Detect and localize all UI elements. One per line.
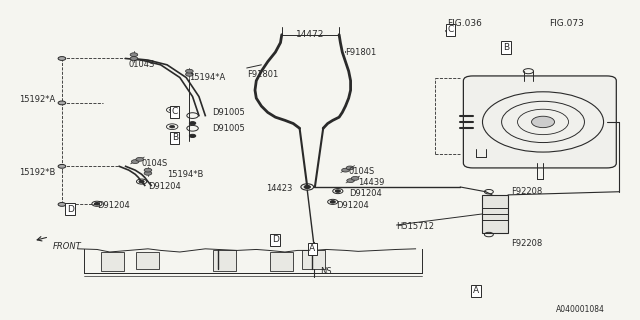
Circle shape (304, 185, 310, 188)
Bar (136, 252, 159, 269)
Text: 14423: 14423 (266, 184, 292, 193)
Bar (101, 252, 124, 271)
Circle shape (170, 125, 175, 128)
Circle shape (58, 203, 66, 206)
Text: C: C (172, 107, 178, 116)
Circle shape (186, 69, 193, 73)
Circle shape (144, 168, 152, 172)
Text: A040001084: A040001084 (556, 305, 605, 314)
Text: 15192*A: 15192*A (19, 95, 56, 104)
Circle shape (346, 166, 354, 170)
Text: F91801: F91801 (346, 48, 377, 57)
Text: A: A (473, 286, 479, 295)
Text: D91204: D91204 (148, 182, 180, 191)
Circle shape (136, 157, 143, 161)
Text: 14439: 14439 (358, 178, 385, 187)
Circle shape (130, 57, 138, 60)
Circle shape (58, 101, 66, 105)
Circle shape (144, 172, 152, 175)
Circle shape (58, 57, 66, 60)
Circle shape (131, 160, 139, 164)
Circle shape (130, 53, 138, 57)
Circle shape (330, 201, 335, 203)
Text: B: B (172, 133, 178, 142)
Circle shape (139, 180, 144, 183)
FancyBboxPatch shape (483, 195, 508, 233)
Circle shape (189, 134, 196, 138)
Text: FIG.073: FIG.073 (549, 19, 584, 28)
Bar (270, 252, 293, 271)
Circle shape (170, 108, 175, 111)
Text: F92208: F92208 (511, 239, 543, 248)
Text: 0104S: 0104S (129, 60, 155, 69)
Text: FRONT: FRONT (52, 242, 81, 251)
Circle shape (58, 164, 66, 168)
Text: 0104S: 0104S (349, 167, 375, 176)
Text: D91204: D91204 (349, 189, 381, 198)
Text: 15194*B: 15194*B (167, 170, 204, 179)
Text: D: D (67, 205, 74, 214)
Bar (302, 251, 325, 269)
Circle shape (186, 72, 193, 76)
Text: H515712: H515712 (396, 222, 435, 231)
FancyBboxPatch shape (463, 76, 616, 168)
Text: A: A (309, 244, 316, 253)
Text: 15192*B: 15192*B (19, 168, 56, 177)
Circle shape (95, 203, 100, 205)
Text: 14472: 14472 (296, 30, 324, 39)
Circle shape (189, 122, 196, 125)
Text: F91801: F91801 (246, 70, 278, 79)
Circle shape (335, 190, 340, 192)
Text: FIG.036: FIG.036 (447, 19, 483, 28)
Circle shape (351, 176, 359, 180)
Text: F92208: F92208 (511, 187, 543, 196)
Text: 15194*A: 15194*A (189, 73, 226, 82)
Text: NS: NS (320, 267, 332, 276)
Text: D91005: D91005 (212, 108, 244, 117)
Text: D: D (272, 236, 279, 244)
Circle shape (532, 116, 554, 128)
Text: D91204: D91204 (336, 201, 369, 210)
Text: 0104S: 0104S (141, 159, 168, 168)
Text: D91005: D91005 (212, 124, 244, 133)
Text: C: C (447, 25, 454, 35)
Circle shape (342, 168, 349, 172)
Text: B: B (503, 43, 509, 52)
Circle shape (347, 179, 355, 182)
Bar (213, 251, 236, 271)
Text: D91204: D91204 (97, 201, 130, 210)
